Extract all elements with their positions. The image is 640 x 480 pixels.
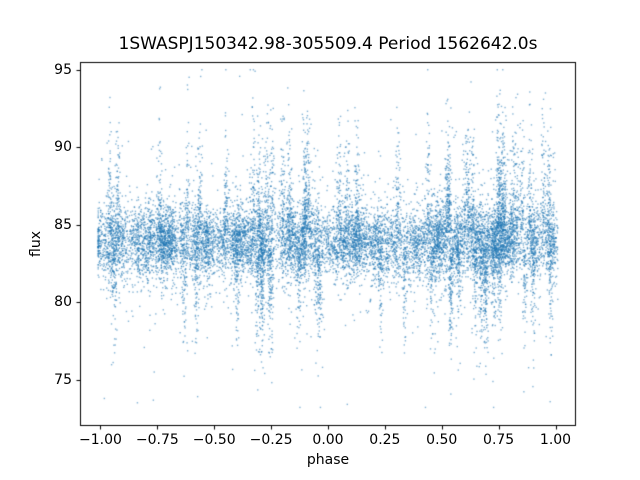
y-tick-label: 80 xyxy=(54,294,72,311)
x-tick-label: 0.00 xyxy=(312,432,344,448)
x-tick-label: −0.50 xyxy=(192,432,236,448)
x-tick-label: 0.75 xyxy=(483,432,515,448)
y-tick-label: 90 xyxy=(54,139,72,156)
x-tick-label: −1.00 xyxy=(79,432,122,448)
x-tick-label: 1.00 xyxy=(539,432,572,448)
chart-title: 1SWASPJ150342.98-305509.4 Period 1562642… xyxy=(118,34,538,54)
x-tick-label: −0.25 xyxy=(249,432,293,448)
x-tick-label: −0.75 xyxy=(135,432,179,448)
y-tick-label: 85 xyxy=(54,216,72,233)
x-tick-label: 0.25 xyxy=(369,432,401,448)
y-tick-label: 75 xyxy=(54,371,72,388)
x-axis-label: phase xyxy=(306,452,350,468)
x-tick-label: 0.50 xyxy=(426,432,458,448)
y-tick-label: 95 xyxy=(54,61,72,78)
